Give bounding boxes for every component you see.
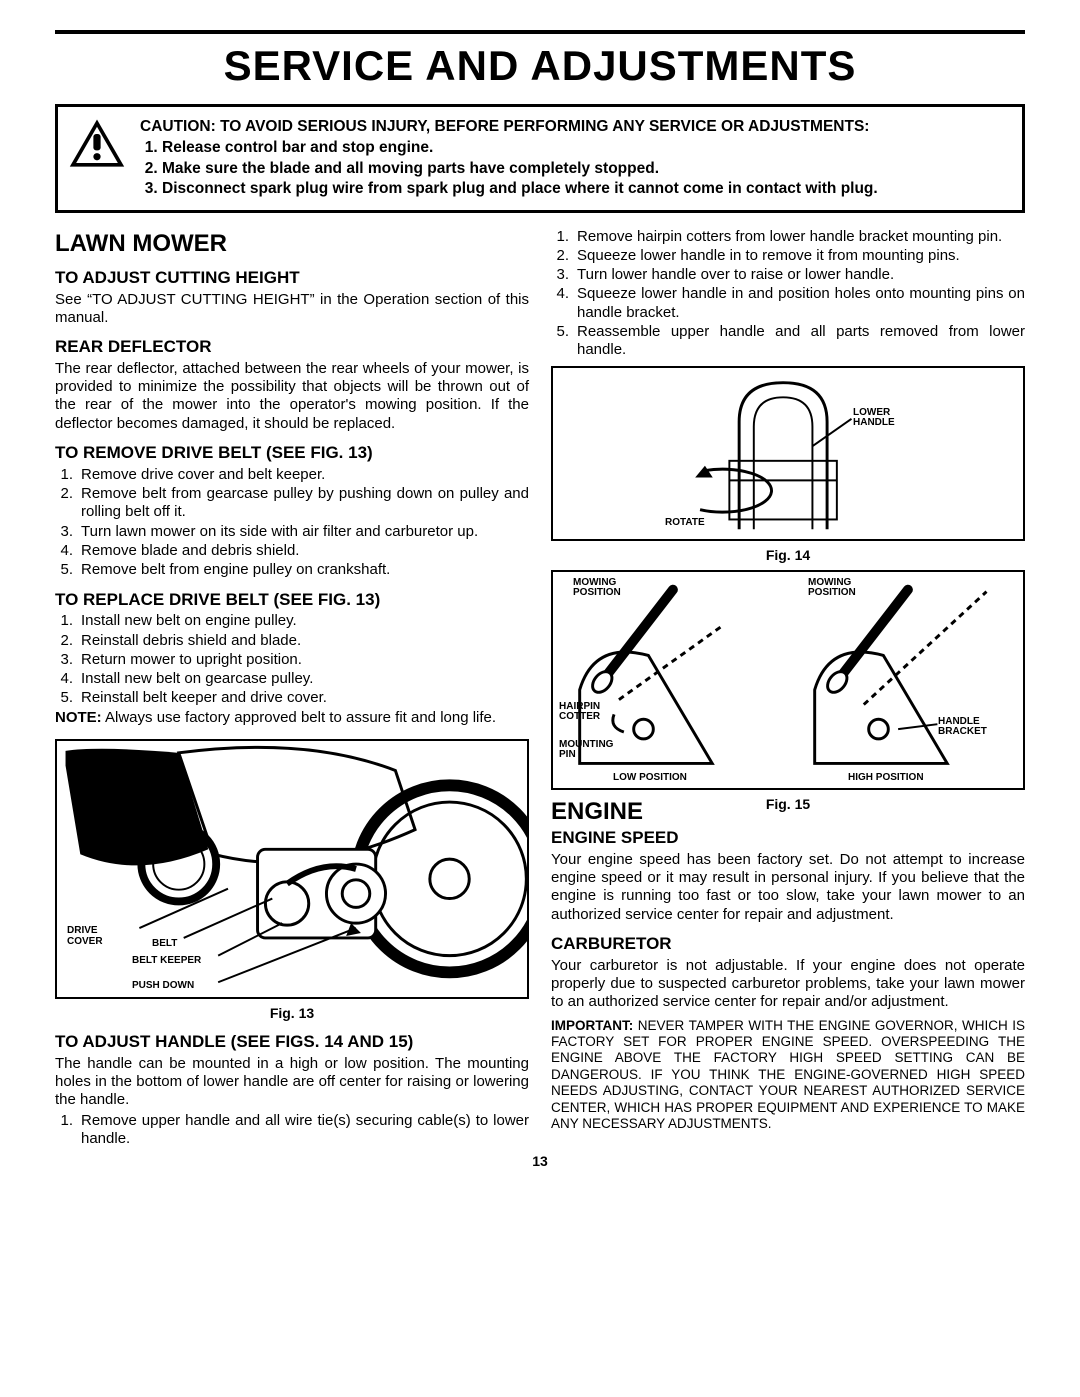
heading-carburetor: CARBURETOR <box>551 934 1025 955</box>
fig15-label-hairpin-cotter: HAIRPIN COTTER <box>559 702 614 723</box>
list-item: Reassemble upper handle and all parts re… <box>571 323 1025 360</box>
heading-replace-drive-belt: TO REPLACE DRIVE BELT (See Fig. 13) <box>55 590 529 611</box>
list-adjust-handle-cont: Remove hairpin cotters from lower handle… <box>571 228 1025 360</box>
list-item: Squeeze lower handle in to remove it fro… <box>571 247 1025 265</box>
heading-remove-drive-belt: TO REMOVE DRIVE BELT (See Fig. 13) <box>55 443 529 464</box>
caution-text: CAUTION: TO AVOID SERIOUS INJURY, BEFORE… <box>140 117 878 200</box>
fig15-label-high-position: HIGH POSITION <box>848 773 924 784</box>
text-adjust-cutting-height: See “TO ADJUST CUTTING HEIGHT” in the Op… <box>55 291 529 328</box>
heading-rear-deflector: REAR DEFLECTOR <box>55 337 529 358</box>
section-engine: ENGINE <box>551 797 643 826</box>
page-title: SERVICE AND ADJUSTMENTS <box>55 42 1025 90</box>
content-columns: LAWN MOWER TO ADJUST CUTTING HEIGHT See … <box>55 227 1025 1150</box>
fig15-high: MOWING POSITION HANDLE BRACKET HIGH POSI… <box>788 572 1023 788</box>
top-rule <box>55 30 1025 34</box>
page-number: 13 <box>55 1153 1025 1169</box>
fig13-caption: Fig. 13 <box>55 1005 529 1022</box>
list-item: Remove hairpin cotters from lower handle… <box>571 228 1025 246</box>
fig13-label-push-down: PUSH DOWN <box>132 981 194 992</box>
note-text: Always use factory approved belt to assu… <box>102 709 496 726</box>
text-important: IMPORTANT: NEVER TAMPER WITH THE ENGINE … <box>551 1018 1025 1133</box>
fig15-label-mowing-position-l: MOWING POSITION <box>573 578 633 599</box>
list-item: Remove drive cover and belt keeper. <box>75 466 529 484</box>
list-item: Return mower to upright position. <box>75 651 529 669</box>
text-carburetor: Your carburetor is not adjustable. If yo… <box>551 957 1025 1012</box>
list-item: Turn lawn mower on its side with air fil… <box>75 523 529 541</box>
fig15-high-diagram <box>788 572 1023 788</box>
text-rear-deflector: The rear deflector, attached between the… <box>55 360 529 433</box>
caution-item: Release control bar and stop engine. <box>162 138 878 157</box>
list-item: Install new belt on gearcase pulley. <box>75 670 529 688</box>
list-remove-drive-belt: Remove drive cover and belt keeper. Remo… <box>75 466 529 580</box>
list-item: Reinstall belt keeper and drive cover. <box>75 689 529 707</box>
fig15-label-mounting-pin: MOUNTING PIN <box>559 740 624 761</box>
fig15-label-low-position: LOW POSITION <box>613 773 687 784</box>
text-engine-speed: Your engine speed has been factory set. … <box>551 851 1025 924</box>
fig14-diagram <box>553 368 1023 539</box>
fig14-caption: Fig. 14 <box>551 547 1025 564</box>
list-item: Squeeze lower handle in and position hol… <box>571 285 1025 322</box>
heading-adjust-handle: TO ADJUST HANDLE (See Figs. 14 and 15) <box>55 1032 529 1053</box>
fig15-label-handle-bracket: HANDLE BRACKET <box>938 717 998 738</box>
list-item: Install new belt on engine pulley. <box>75 612 529 630</box>
list-adjust-handle: Remove upper handle and all wire tie(s) … <box>75 1112 529 1149</box>
text-adjust-handle: The handle can be mounted in a high or l… <box>55 1055 529 1110</box>
list-item: Remove upper handle and all wire tie(s) … <box>75 1112 529 1149</box>
fig15-low: MOWING POSITION HAIRPIN COTTER MOUNTING … <box>553 572 788 788</box>
caution-item: Make sure the blade and all moving parts… <box>162 159 878 178</box>
heading-engine-speed: ENGINE SPEED <box>551 828 1025 849</box>
fig13-label-belt-keeper: BELT KEEPER <box>132 956 201 967</box>
fig13-label-belt: BELT <box>152 939 177 950</box>
fig13-diagram <box>57 741 527 997</box>
warning-triangle-icon <box>68 117 126 171</box>
note-belt: NOTE: Always use factory approved belt t… <box>55 709 529 727</box>
fig15-label-mowing-position-r: MOWING POSITION <box>808 578 868 599</box>
figure-14-box: LOWER HANDLE ROTATE <box>551 366 1025 541</box>
list-item: Reinstall debris shield and blade. <box>75 632 529 650</box>
heading-adjust-cutting-height: TO ADJUST CUTTING HEIGHT <box>55 268 529 289</box>
fig13-label-drive-cover: DRIVE COVER <box>67 926 122 947</box>
fig14-label-lower-handle: LOWER HANDLE <box>853 408 923 429</box>
section-lawn-mower: LAWN MOWER <box>55 229 529 258</box>
caution-box: CAUTION: TO AVOID SERIOUS INJURY, BEFORE… <box>55 104 1025 213</box>
note-label: NOTE: <box>55 709 102 726</box>
fig14-label-rotate: ROTATE <box>665 518 705 529</box>
list-item: Remove belt from engine pulley on cranks… <box>75 561 529 579</box>
right-column: Remove hairpin cotters from lower handle… <box>551 227 1025 1150</box>
caution-item: Disconnect spark plug wire from spark pl… <box>162 179 878 198</box>
caution-heading: CAUTION: TO AVOID SERIOUS INJURY, BEFORE… <box>140 117 878 136</box>
important-label: IMPORTANT: <box>551 1018 633 1033</box>
important-text: NEVER TAMPER WITH THE ENGINE GOVERNOR, W… <box>551 1018 1025 1132</box>
list-item: Turn lower handle over to raise or lower… <box>571 266 1025 284</box>
figure-15-box: MOWING POSITION HAIRPIN COTTER MOUNTING … <box>551 570 1025 790</box>
list-item: Remove blade and debris shield. <box>75 542 529 560</box>
figure-13-box: DRIVE COVER BELT BELT KEEPER PUSH DOWN <box>55 739 529 999</box>
left-column: LAWN MOWER TO ADJUST CUTTING HEIGHT See … <box>55 227 529 1150</box>
list-replace-drive-belt: Install new belt on engine pulley. Reins… <box>75 612 529 707</box>
list-item: Remove belt from gearcase pulley by push… <box>75 485 529 522</box>
